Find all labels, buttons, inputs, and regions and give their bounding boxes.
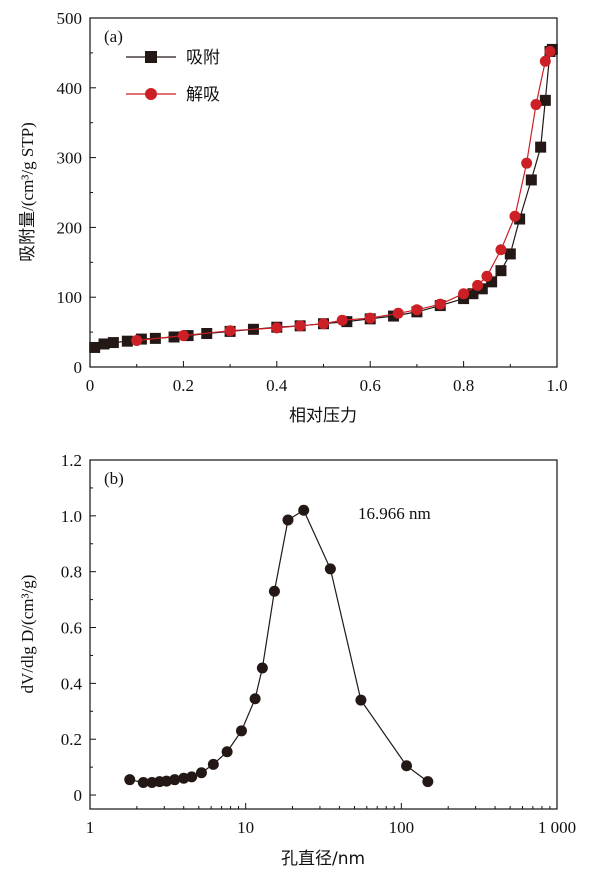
desorption-point [364,312,376,324]
series-layer-a [89,43,558,353]
x-tick-label-a: 0.4 [266,376,288,395]
desorption-point [177,330,189,342]
axes-b: 1 10 100 1 000 0 0.2 0.4 0.6 0.8 1.0 1.2 [61,451,576,837]
adsorption-point [107,337,119,349]
y-tick-label-a: 100 [57,288,83,307]
pore-distribution-line [129,509,429,784]
y-axis-title-a: 吸附量/(cm³/g STP) [18,122,37,262]
x-tick-label-a: 0.8 [453,376,474,395]
x-tick-label-b: 100 [389,818,415,837]
y-tick-label-b: 0.6 [61,619,82,638]
panel-label-a: (a) [104,27,123,46]
x-tick-label-b: 10 [237,818,254,837]
desorption-point [481,270,493,282]
y-tick-label-a: 200 [57,218,83,237]
y-tick-label-a: 0 [74,358,83,377]
x-axis-title-a: 相对压力 [289,406,357,426]
y-tick-label-b: 1.0 [61,507,82,526]
y-tick-label-a: 300 [57,149,83,168]
plot-frame-a [89,17,558,368]
desorption-point [131,334,143,346]
chart-panel-b: (b) 16.966 nm 1 10 100 1 000 0 0.2 0.4 0.6 0.8 1.… [18,451,576,869]
pore-distribution-point [160,775,172,787]
pore-distribution-point [298,504,310,516]
pore-distribution-point [195,767,207,779]
pore-distribution-point [124,774,136,786]
adsorption-point [476,283,488,295]
pore-distribution-point [422,776,434,788]
panel-label-b: (b) [104,469,124,488]
desorption-point [495,244,507,256]
legend-marker-adsorption [145,51,157,63]
desorption-point [472,279,484,291]
pore-distribution-point [137,776,149,788]
desorption-point [318,318,329,330]
adsorption-point [539,94,551,106]
pore-distribution-point [235,725,247,737]
y-tick-label-b: 0.8 [61,563,82,582]
desorption-point [434,298,446,310]
x-tick-label-a: 0.6 [360,376,381,395]
desorption-point [509,210,521,222]
legend-label-adsorption: 吸附 [186,48,220,68]
y-tick-label-a: 500 [57,9,83,28]
adsorption-point [89,341,101,353]
desorption-point [530,99,542,111]
y-tick-label-b: 1.2 [61,451,82,470]
plot-frame-b [89,459,558,810]
legend-label-desorption: 解吸 [186,85,220,105]
desorption-point [392,307,404,319]
y-axis-title-b: dV/dlg D/(cm³/g) [18,575,37,694]
adsorption-point [535,141,547,153]
x-tick-label-a: 0.2 [173,376,194,395]
y-tick-label-b: 0.2 [61,730,82,749]
pore-distribution-point [282,514,294,526]
x-tick-label-b: 1 000 [538,818,576,837]
pore-distribution-point [324,563,336,575]
adsorption-point [504,248,516,260]
desorption-point [294,320,306,332]
legend-a: 吸附 解吸 [126,48,220,105]
y-tick-label-b: 0 [74,786,83,805]
peak-annotation: 16.966 nm [358,504,431,523]
desorption-point [271,322,283,334]
legend-marker-desorption [145,88,157,100]
adsorption-point [98,338,110,350]
chart-panel-a: (a) 0 0.2 0.4 0.6 0.8 1.0 0 100 200 300 400 500 吸附 … [18,9,568,426]
adsorption-point [525,174,537,186]
x-tick-label-a: 0 [86,376,95,395]
desorption-point [458,288,470,300]
pore-distribution-point [221,746,233,758]
y-tick-label-a: 400 [57,79,83,98]
x-axis-title-b: 孔直径/nm [281,849,365,869]
desorption-point [521,157,533,169]
x-tick-label-b: 1 [86,818,95,837]
adsorption-point [486,276,498,288]
y-tick-label-b: 0.4 [61,674,83,693]
pore-distribution-point [249,693,261,705]
x-tick-label-a: 1.0 [546,376,567,395]
desorption-point [224,325,236,337]
desorption-point [539,55,551,67]
adsorption-point [121,335,133,347]
desorption-point [544,46,556,58]
pore-distribution-point [169,774,181,786]
adsorption-point [495,265,507,277]
pore-distribution-point [256,662,268,674]
axes-a: 0 0.2 0.4 0.6 0.8 1.0 0 100 200 300 400 500 [57,9,568,395]
adsorption-point [467,288,479,300]
pore-distribution-point [268,585,280,597]
pore-distribution-point [207,758,219,770]
pore-distribution-point [401,760,413,772]
pore-distribution-point [355,694,367,706]
desorption-point [411,304,423,316]
pore-distribution-point [186,771,198,783]
series-layer-b [124,504,434,788]
desorption-point [336,314,348,326]
